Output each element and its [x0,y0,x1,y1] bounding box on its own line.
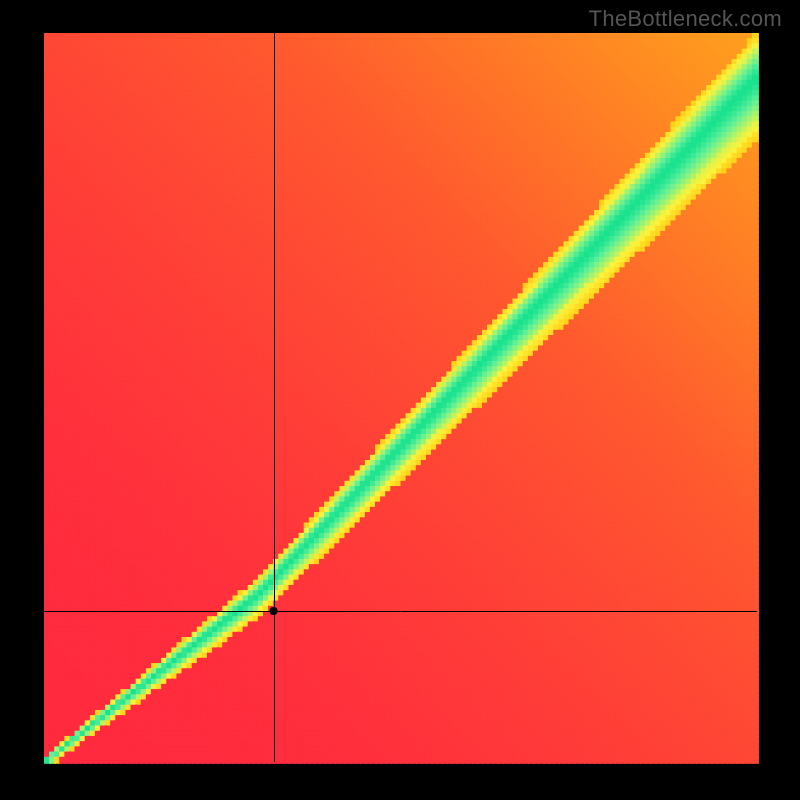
chart-container: TheBottleneck.com [0,0,800,800]
watermark-text: TheBottleneck.com [589,6,782,32]
heatmap-canvas [0,0,800,800]
